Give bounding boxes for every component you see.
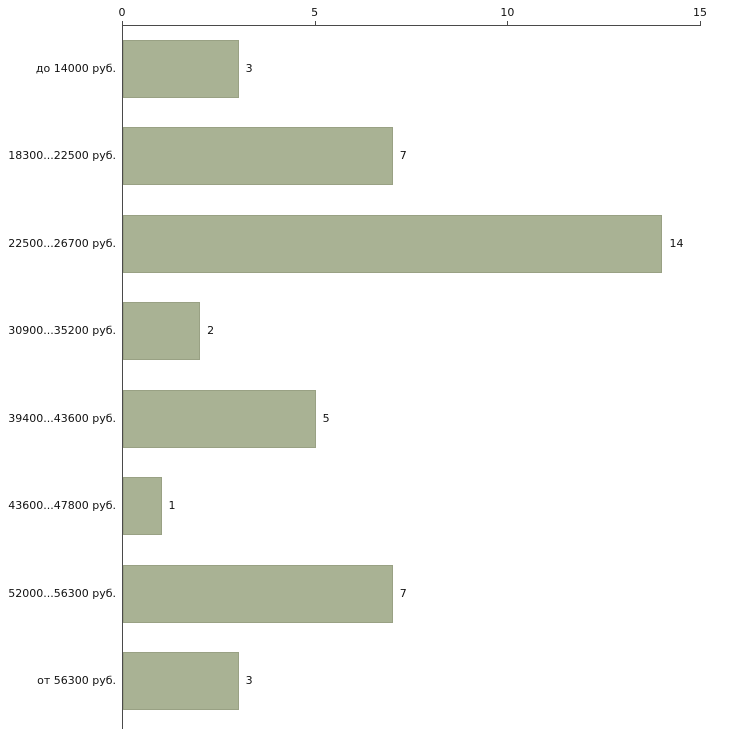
value-label: 3 — [245, 61, 253, 75]
category-label: 52000...56300 руб. — [8, 586, 116, 600]
category-label: от 56300 руб. — [37, 674, 116, 688]
category-label: 39400...43600 руб. — [8, 411, 116, 425]
category-label: 43600...47800 руб. — [8, 499, 116, 513]
x-tick-mark — [314, 21, 316, 25]
value-label: 5 — [322, 411, 330, 425]
bar — [123, 389, 316, 448]
x-tick-label: 5 — [311, 6, 319, 19]
category-label: 18300...22500 руб. — [8, 149, 116, 163]
category-label: 22500...26700 руб. — [8, 236, 116, 250]
value-label: 7 — [399, 586, 407, 600]
x-tick-label: 15 — [693, 6, 707, 19]
bar — [123, 564, 393, 623]
bar — [123, 302, 201, 361]
bar — [123, 127, 393, 186]
x-tick-mark — [122, 21, 123, 25]
category-label: до 14000 руб. — [35, 61, 116, 75]
x-tick-mark — [507, 21, 509, 25]
value-label: 3 — [245, 674, 253, 688]
bar — [123, 652, 239, 711]
x-tick-label: 10 — [500, 6, 515, 19]
bar — [123, 214, 663, 273]
value-label: 7 — [399, 149, 407, 163]
bar — [123, 39, 239, 98]
x-tick-label: 0 — [118, 6, 126, 19]
value-label: 14 — [669, 236, 684, 250]
category-label: 30900...35200 руб. — [8, 324, 116, 338]
y-axis-line — [122, 25, 123, 729]
x-tick-mark — [700, 21, 701, 25]
value-label: 1 — [168, 499, 176, 513]
value-label: 2 — [207, 324, 215, 338]
x-axis-line — [122, 25, 701, 26]
bar — [123, 477, 162, 536]
